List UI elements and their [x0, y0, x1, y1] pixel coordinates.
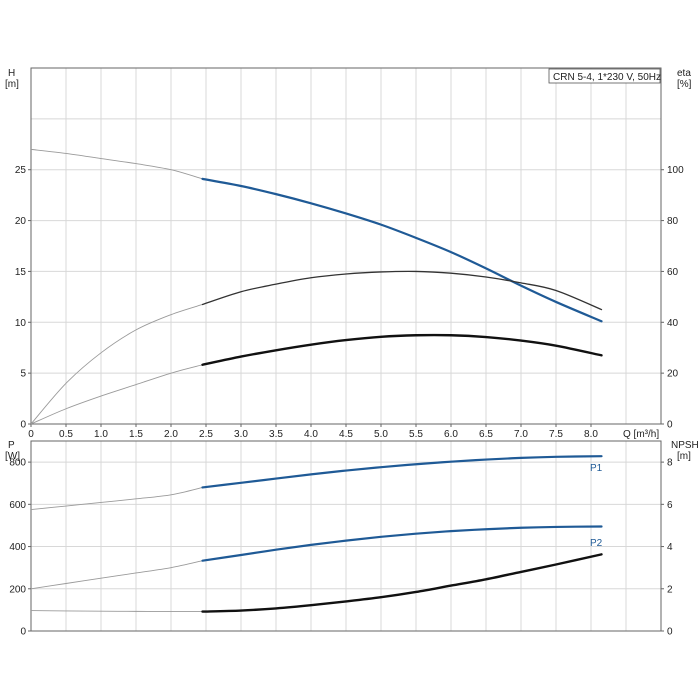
upper-series-1-extrapolated-line: [30, 304, 203, 425]
x-tick-label: 4.5: [339, 429, 353, 440]
lower-panel: 0 200 400 600 800 0 2 4 6 8 P [W] NPSH [m] P1 P2: [5, 440, 699, 638]
lower-left-tick-label: 200: [9, 584, 26, 595]
upper-left-tick-label: 15: [15, 267, 27, 278]
upper-series-2-line: [201, 333, 603, 366]
upper-series-0-extrapolated-line: [30, 148, 203, 180]
x-tick-label: 7.5: [549, 429, 563, 440]
lower-series-1-line: [201, 525, 603, 562]
upper-left-tick-label: 25: [15, 165, 27, 176]
eta-axis-unit: [%]: [677, 79, 692, 90]
upper-right-tick-label: 40: [667, 318, 679, 329]
p2-label: P2: [590, 538, 603, 549]
lower-series-2-line: [201, 553, 603, 613]
x-tick-label: 2.0: [164, 429, 178, 440]
lower-series-2-extrapolated-line: [30, 610, 203, 613]
lower-plot-frame: [30, 440, 662, 632]
p-axis-unit: [W]: [5, 451, 20, 462]
x-tick-label: 2.5: [199, 429, 213, 440]
p-axis-name: P: [8, 440, 15, 451]
lower-left-tick-label: 0: [20, 627, 26, 638]
x-tick-label: 3.5: [269, 429, 283, 440]
legend-box: CRN 5-4, 1*230 V, 50Hz: [548, 68, 661, 84]
upper-right-tick-label: 60: [667, 267, 679, 278]
x-tick-label: 5.5: [409, 429, 423, 440]
x-tick-label: 3.0: [234, 429, 248, 440]
p1-label: P1: [590, 463, 603, 474]
lower-right-ticks: 0 2 4 6 8: [661, 458, 673, 638]
lower-right-tick-label: 8: [667, 458, 673, 469]
upper-left-tick-label: 5: [20, 369, 26, 380]
upper-right-ticks: 0 20 40 60 80 100: [661, 165, 684, 431]
lower-right-tick-label: 4: [667, 542, 673, 553]
lower-grid: [31, 441, 661, 631]
lower-left-tick-label: 600: [9, 500, 26, 511]
lower-series: [30, 455, 603, 613]
x-tick-label: 1.5: [129, 429, 143, 440]
x-tick-label: 6.0: [444, 429, 458, 440]
upper-right-tick-label: 0: [667, 420, 673, 431]
upper-grid: [31, 68, 661, 424]
upper-panel: 0 0.5 1.0 1.5 2.0 2.5 3.0 3.5 4.0 4.5 5.0 5.5 6.0 6.5…: [5, 67, 692, 440]
lower-right-tick-label: 6: [667, 500, 673, 511]
lower-series-1-extrapolated-line: [30, 560, 203, 590]
lower-series-0-extrapolated-line: [30, 487, 203, 511]
eta-axis-name: eta: [677, 68, 691, 79]
x-tick-label: 0: [28, 429, 34, 440]
upper-series: [30, 148, 603, 425]
upper-left-ticks: 0 5 10 15 20 25: [15, 165, 31, 431]
x-tick-label: 0.5: [59, 429, 73, 440]
x-tick-label: 4.0: [304, 429, 318, 440]
lower-series-0-line: [201, 455, 603, 489]
lower-left-ticks: 0 200 400 600 800: [9, 458, 31, 638]
lower-left-tick-label: 400: [9, 542, 26, 553]
h-axis-unit: [m]: [5, 79, 19, 90]
x-tick-label: 6.5: [479, 429, 493, 440]
upper-series-1-line: [201, 270, 603, 311]
legend-text: CRN 5-4, 1*230 V, 50Hz: [553, 72, 661, 83]
npsh-axis-unit: [m]: [677, 451, 691, 462]
lower-right-tick-label: 0: [667, 627, 673, 638]
upper-series-0-line: [201, 177, 603, 323]
upper-left-tick-label: 20: [15, 216, 27, 227]
upper-right-tick-label: 80: [667, 216, 679, 227]
x-tick-label: 7.0: [514, 429, 528, 440]
lower-left-tick-label: 800: [9, 458, 26, 469]
h-axis-name: H: [8, 68, 15, 79]
upper-right-tick-label: 100: [667, 165, 684, 176]
npsh-axis-name: NPSH: [671, 440, 699, 451]
upper-series-2-extrapolated-line: [30, 364, 203, 425]
upper-x-ticks: 0 0.5 1.0 1.5 2.0 2.5 3.0 3.5 4.0 4.5 5.0 5.5 6.0 6.5…: [28, 424, 598, 440]
q-axis-label: Q [m³/h]: [623, 429, 659, 440]
lower-right-tick-label: 2: [667, 584, 673, 595]
x-tick-label: 1.0: [94, 429, 108, 440]
upper-left-tick-label: 0: [20, 420, 26, 431]
upper-right-tick-label: 20: [667, 369, 679, 380]
upper-left-tick-label: 10: [15, 318, 27, 329]
x-tick-label: 8.0: [584, 429, 598, 440]
x-tick-label: 5.0: [374, 429, 388, 440]
